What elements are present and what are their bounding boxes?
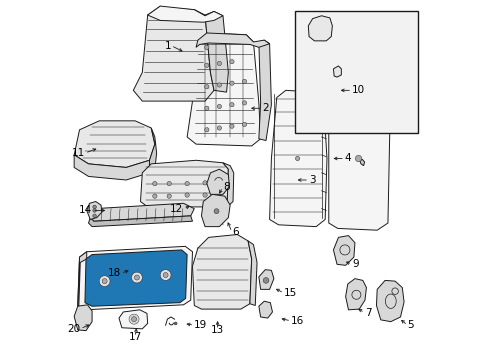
FancyBboxPatch shape (294, 12, 418, 134)
Text: 13: 13 (210, 325, 224, 335)
Polygon shape (258, 270, 273, 289)
Polygon shape (204, 12, 228, 92)
Polygon shape (119, 310, 147, 329)
Text: 5: 5 (407, 320, 413, 330)
Circle shape (163, 273, 168, 278)
Polygon shape (187, 33, 260, 146)
Circle shape (242, 79, 246, 84)
Polygon shape (333, 235, 354, 265)
Circle shape (93, 214, 96, 218)
Circle shape (229, 81, 234, 85)
Text: 18: 18 (107, 268, 121, 278)
Circle shape (204, 106, 208, 111)
Circle shape (102, 279, 107, 284)
Circle shape (93, 205, 96, 209)
Circle shape (174, 322, 177, 325)
Text: 10: 10 (351, 85, 365, 95)
Circle shape (229, 124, 234, 129)
Circle shape (204, 128, 208, 132)
Text: 6: 6 (231, 227, 238, 237)
Circle shape (129, 314, 139, 324)
Polygon shape (78, 252, 86, 306)
Polygon shape (328, 89, 389, 230)
Circle shape (217, 61, 221, 66)
Circle shape (204, 63, 208, 67)
Text: 3: 3 (308, 175, 315, 185)
Text: 2: 2 (262, 103, 268, 113)
Text: 8: 8 (223, 182, 229, 192)
Circle shape (217, 126, 221, 130)
Circle shape (229, 59, 234, 64)
Circle shape (217, 83, 221, 87)
Text: 19: 19 (194, 320, 207, 330)
Polygon shape (74, 155, 149, 180)
Polygon shape (345, 279, 366, 310)
Circle shape (134, 275, 139, 280)
Circle shape (184, 181, 189, 186)
Circle shape (217, 104, 221, 109)
Text: 11: 11 (72, 148, 85, 158)
Circle shape (152, 181, 157, 186)
Polygon shape (85, 250, 187, 306)
Polygon shape (258, 301, 272, 318)
Polygon shape (133, 8, 214, 101)
Polygon shape (140, 160, 228, 207)
Polygon shape (376, 280, 403, 321)
Polygon shape (86, 202, 102, 220)
Polygon shape (223, 163, 233, 207)
Circle shape (335, 69, 339, 74)
Polygon shape (258, 40, 271, 140)
Circle shape (204, 85, 208, 89)
Polygon shape (247, 241, 257, 306)
Circle shape (131, 317, 136, 321)
Polygon shape (196, 33, 269, 47)
Text: 16: 16 (290, 316, 304, 326)
Polygon shape (88, 216, 192, 226)
Polygon shape (308, 16, 332, 41)
Polygon shape (192, 234, 251, 309)
Text: 14: 14 (79, 206, 92, 216)
Polygon shape (206, 169, 229, 194)
Text: 7: 7 (364, 308, 370, 318)
Text: 17: 17 (128, 332, 142, 342)
Circle shape (203, 181, 207, 185)
Circle shape (204, 45, 208, 49)
Circle shape (229, 103, 234, 107)
Circle shape (167, 194, 171, 198)
Text: 4: 4 (344, 153, 351, 163)
Circle shape (160, 270, 171, 280)
Circle shape (214, 209, 219, 214)
Polygon shape (147, 6, 223, 22)
Polygon shape (201, 194, 230, 226)
Circle shape (295, 156, 299, 161)
Circle shape (93, 209, 96, 212)
Polygon shape (74, 121, 155, 167)
Polygon shape (74, 305, 92, 330)
Circle shape (131, 272, 142, 283)
Circle shape (167, 181, 171, 186)
Text: 20: 20 (67, 324, 80, 334)
Circle shape (242, 101, 246, 105)
Circle shape (152, 194, 157, 198)
Circle shape (203, 193, 207, 197)
Circle shape (355, 155, 361, 162)
Text: 1: 1 (164, 41, 171, 50)
Circle shape (99, 276, 110, 287)
Circle shape (263, 278, 268, 283)
Circle shape (242, 122, 246, 127)
Polygon shape (359, 159, 364, 166)
Circle shape (184, 193, 189, 197)
Polygon shape (269, 90, 326, 226)
Polygon shape (90, 203, 194, 221)
Polygon shape (149, 128, 156, 173)
Text: 9: 9 (351, 259, 358, 269)
Text: 12: 12 (170, 204, 183, 214)
Polygon shape (333, 66, 341, 77)
Text: 15: 15 (284, 288, 297, 298)
Polygon shape (78, 246, 192, 310)
